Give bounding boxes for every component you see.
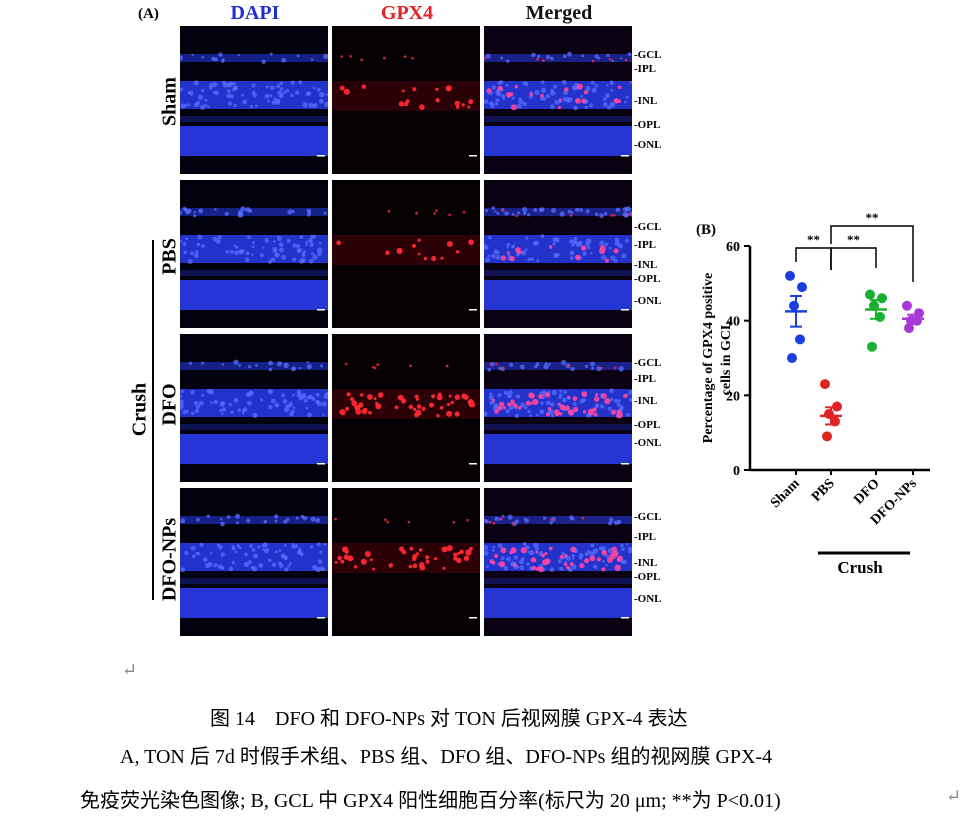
significance-label: ** [807, 232, 820, 247]
layer-label-inl: -INL [634, 259, 658, 271]
row-label-dfo: DFO [158, 383, 181, 426]
layer-label-opl: -OPL [634, 419, 661, 431]
significance-label: ** [847, 232, 860, 247]
layer-label-inl: -INL [634, 395, 658, 407]
micrograph-pbs-gpx4 [332, 180, 480, 328]
row-label-dfo-nps: DFO-NPs [158, 517, 181, 602]
panel-b-label: (B) [696, 222, 716, 238]
data-point-dfo [867, 341, 877, 352]
row-label-pbs: PBS [158, 238, 181, 275]
layer-label-ipl: -IPL [634, 239, 656, 251]
scatter-plot: (B) Percentage of GPX4 positive cells in G… [696, 210, 930, 577]
data-point-sham [795, 334, 805, 345]
crush-group-label: Crush [837, 558, 883, 577]
y-tick-label: 20 [726, 389, 740, 404]
layer-label-gcl: -GCL [634, 511, 662, 523]
data-point-pbs [822, 431, 832, 442]
caption-line-2: A, TON 后 7d 时假手术组、PBS 组、DFO 组、DFO-NPs 组的… [120, 746, 773, 768]
y-tick-label: 0 [733, 464, 740, 479]
data-point-dfo [865, 289, 875, 300]
micrograph-dfo-merged [484, 334, 632, 482]
data-point-dfo [877, 293, 887, 304]
layer-label-opl: -OPL [634, 273, 661, 285]
layer-label-onl: -ONL [634, 593, 662, 605]
data-point-pbs [820, 379, 830, 390]
y-axis-label-line-2: cells in GCL [719, 321, 734, 396]
layer-label-ipl: -IPL [634, 373, 656, 385]
caption-line-3: 免疫荧光染色图像; B, GCL 中 GPX4 阳性细胞百分率(标尺为 20 μ… [80, 790, 781, 812]
layer-label-gcl: -GCL [634, 49, 662, 61]
layer-label-opl: -OPL [634, 119, 661, 131]
significance-bracket [830, 225, 914, 282]
data-point-sham [789, 300, 799, 311]
micrograph-dfo-gpx4 [332, 334, 480, 482]
micrograph-pbs-merged [484, 180, 632, 328]
x-tick-label-pbs: PBS [809, 476, 838, 505]
y-axis-label: Percentage of GPX4 positive [701, 273, 716, 443]
layer-label-onl: -ONL [634, 139, 662, 151]
micrograph-sham-gpx4 [332, 26, 480, 174]
data-point-sham [785, 270, 795, 281]
data-point-dfo-nps [904, 323, 914, 334]
column-header-gpx4: GPX4 [380, 2, 434, 24]
data-point-dfo-nps [902, 300, 912, 311]
column-header-dapi: DAPI [230, 2, 280, 24]
layer-label-onl: -ONL [634, 437, 662, 449]
layer-label-inl: -INL [634, 95, 658, 107]
layer-label-opl: -OPL [634, 571, 661, 583]
micrograph-dfo-nps-dapi [180, 488, 328, 636]
micrograph-sham-dapi [180, 26, 328, 174]
data-point-sham [787, 353, 797, 363]
layer-label-inl: -INL [634, 557, 658, 569]
layer-label-onl: -ONL [634, 295, 662, 307]
micrograph-dfo-nps-merged [484, 488, 632, 636]
micrograph-pbs-dapi [180, 180, 328, 328]
layer-label-ipl: -IPL [634, 63, 656, 75]
micrograph-dfo-nps-gpx4 [332, 488, 480, 636]
paragraph-mark: ↵ [122, 660, 138, 680]
significance-bracket [795, 247, 832, 270]
significance-label: ** [866, 210, 879, 225]
caption-title: 图 14 DFO 和 DFO-NPs 对 TON 后视网膜 GPX-4 表达 [210, 708, 688, 730]
paragraph-mark-end: ↵ [946, 786, 962, 806]
y-tick-label: 40 [726, 315, 740, 330]
crush-bracket-line [152, 240, 154, 600]
layer-label-gcl: -GCL [634, 221, 662, 233]
crush-label: Crush [128, 382, 151, 437]
column-header-merged: Merged [525, 2, 593, 24]
x-tick-label-dfo: DFO [851, 476, 883, 508]
layer-label-gcl: -GCL [634, 357, 662, 369]
micrograph-sham-merged [484, 26, 632, 174]
x-tick-label-sham: Sham [768, 476, 803, 511]
y-tick-label: 60 [726, 240, 740, 255]
panel-b-chart: (B) Percentage of GPX4 positive cells in G… [690, 200, 980, 590]
data-point-sham [797, 282, 807, 293]
layer-label-ipl: -IPL [634, 531, 656, 543]
panel-a-label: (A) [138, 6, 159, 22]
significance-bracket [830, 247, 877, 270]
row-label-sham: Sham [158, 77, 181, 126]
micrograph-dfo-dapi [180, 334, 328, 482]
